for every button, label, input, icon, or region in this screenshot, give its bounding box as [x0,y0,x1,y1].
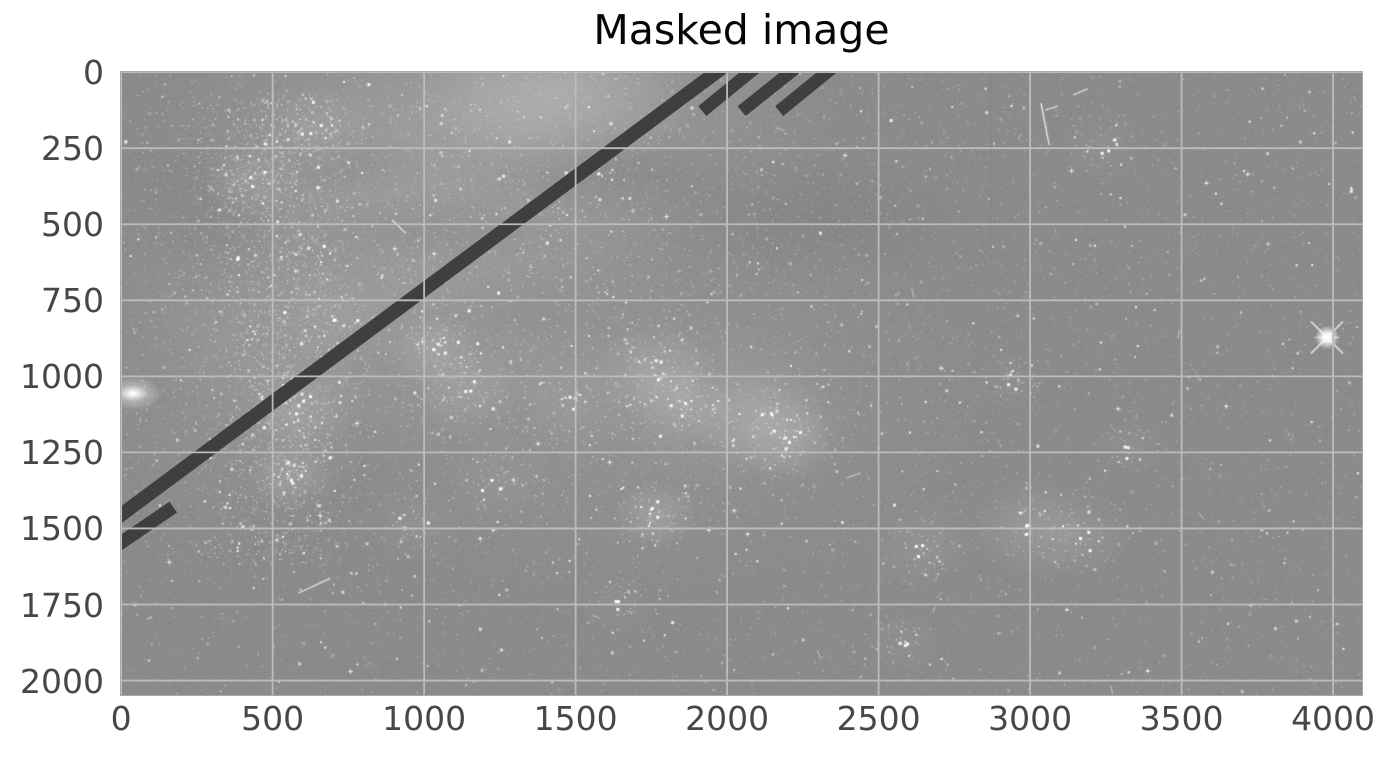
y-tick-label: 1250 [20,433,104,473]
x-tick-label: 2000 [685,699,770,738]
x-tick-label: 3500 [1139,699,1224,738]
x-tick-label: 0 [110,699,132,738]
y-tick-label: 2000 [20,661,104,701]
y-tick-label: 1000 [20,357,104,397]
y-tick-label: 500 [41,205,104,245]
mask-stripe [698,72,761,117]
mask-stripe [775,72,838,117]
plot-area [121,72,1362,695]
x-tick-label: 1000 [382,699,467,738]
masks-and-grid-overlay [121,72,1362,695]
x-tick-label: 1500 [533,699,618,738]
masked-image-canvas [121,72,1362,695]
x-tick-label: 500 [241,699,305,738]
x-tick-label: 3000 [988,699,1073,738]
y-tick-label: 250 [41,129,104,169]
mask-stripe [121,501,178,551]
x-tick-label: 2500 [836,699,921,738]
y-tick-label: 0 [83,53,104,93]
y-tick-label: 1750 [20,585,104,625]
y-tick-label: 750 [41,281,104,321]
x-tick-label: 4000 [1291,699,1376,738]
chart-title: Masked image [593,6,890,54]
mask-stripe [121,72,729,524]
mask-stripe [737,72,801,117]
y-tick-label: 1500 [20,509,104,549]
